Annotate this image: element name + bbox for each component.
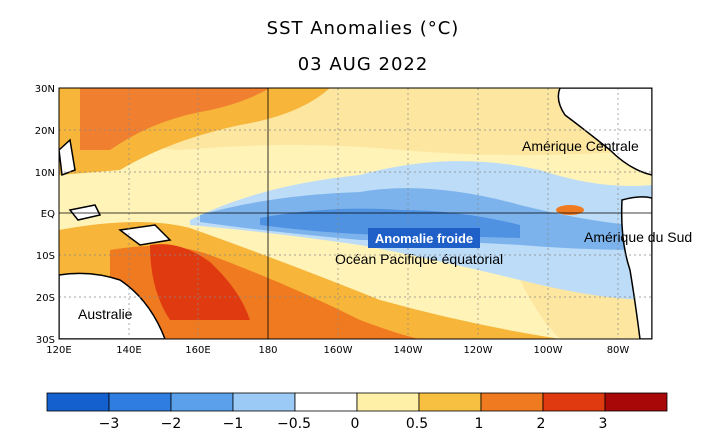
colorbar-label: 3 (599, 416, 608, 432)
colorbar-segment (294, 392, 358, 412)
colorbar-label: 0 (351, 416, 360, 432)
lat-label: 20N (35, 126, 55, 137)
lat-label: 20S (36, 293, 55, 304)
sst-field (59, 88, 652, 339)
lon-label: 140W (394, 345, 423, 356)
annotation-amerique-sud: Amérique du Sud (584, 229, 692, 245)
colorbar-segment (108, 392, 172, 412)
annotation-ocean: Océan Pacifique équatorial (335, 251, 503, 267)
lon-label: 180 (258, 345, 277, 356)
colorbar-segment (232, 392, 296, 412)
colorbar-segment (480, 392, 544, 412)
lat-labels: 30N 20N 10N EQ 10S 20S 30S (35, 84, 55, 346)
map-title: SST Anomalies (°C) (266, 18, 460, 39)
lat-label: 10S (36, 251, 55, 262)
lat-label: EQ (41, 209, 55, 220)
lon-label: 160W (324, 345, 353, 356)
colorbar-label: 2 (537, 416, 546, 432)
lon-label: 160E (185, 345, 210, 356)
lon-label: 80W (607, 345, 630, 356)
colorbar (46, 392, 668, 412)
colorbar-label: −3 (99, 416, 120, 432)
annotation-anomalie: Anomalie froide (375, 231, 473, 246)
map-grid (59, 88, 652, 339)
colorbar-labels: −3 −2 −1 −0.5 0 0.5 1 2 3 (99, 416, 608, 432)
lat-label: 30N (35, 84, 55, 95)
colorbar-label: −2 (161, 416, 182, 432)
colorbar-segment (356, 392, 420, 412)
colorbar-label: 0.5 (406, 416, 428, 432)
colorbar-segment (170, 392, 234, 412)
anomalie-highlight (368, 228, 480, 248)
annotation-australie: Australie (78, 306, 133, 322)
lon-labels: 120E 140E 160E 180 160W 140W 120W 100W 8… (46, 345, 629, 356)
lon-label: 120W (464, 345, 493, 356)
lon-label: 120E (46, 345, 71, 356)
annotation-amerique-centrale: Amérique Centrale (522, 138, 639, 154)
lon-label: 100W (534, 345, 563, 356)
colorbar-label: −0.5 (277, 416, 311, 432)
colorbar-segment (604, 392, 668, 412)
colorbar-segment (418, 392, 482, 412)
map-frame (58, 87, 653, 340)
lat-label: 10N (35, 168, 55, 179)
colorbar-segment (46, 392, 110, 412)
map-date: 03 AUG 2022 (297, 54, 429, 75)
lon-label: 140E (116, 345, 141, 356)
colorbar-segment (542, 392, 606, 412)
lat-label: 30S (36, 335, 55, 346)
colorbar-label: 1 (475, 416, 484, 432)
colorbar-label: −1 (223, 416, 244, 432)
